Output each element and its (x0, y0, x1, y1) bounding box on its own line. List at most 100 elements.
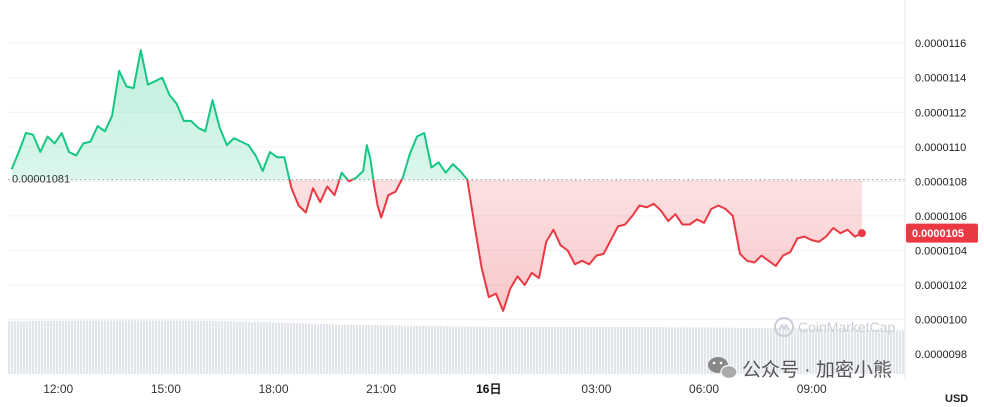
volume-bar (164, 320, 167, 374)
volume-bar (869, 329, 872, 374)
volume-bar (401, 325, 404, 374)
volume-bar (413, 325, 416, 374)
volume-bar (179, 320, 182, 374)
volume-bar (800, 328, 803, 374)
volume-bar (314, 323, 317, 374)
volume-bar (542, 326, 545, 374)
volume-bar (620, 326, 623, 374)
volume-bar (824, 328, 827, 374)
volume-bar (689, 327, 692, 374)
volume-bar (53, 320, 56, 374)
y-tick-label: 0.0000112 (915, 107, 966, 119)
volume-bar (890, 330, 893, 374)
volume-bar (392, 325, 395, 374)
x-tick-label: 06:00 (689, 382, 719, 396)
volume-bar (851, 329, 854, 374)
volume-bar (632, 326, 635, 374)
volume-bar (71, 320, 74, 374)
volume-bar (269, 322, 272, 374)
y-tick-label: 0.0000100 (915, 315, 967, 327)
volume-bar (521, 326, 524, 374)
volume-bar (359, 324, 362, 374)
volume-bar (797, 328, 800, 374)
volume-bar (89, 320, 92, 374)
volume-bar (746, 327, 749, 374)
volume-bar (104, 320, 107, 374)
volume-bar (455, 326, 458, 374)
volume-bar (257, 322, 260, 374)
volume-bar (860, 329, 863, 374)
volume-bar (875, 329, 878, 374)
volume-bar (86, 320, 89, 374)
volume-bar (485, 326, 488, 374)
volume-bar (806, 328, 809, 374)
volume-bar (482, 326, 485, 374)
volume-bar (758, 327, 761, 374)
volume-bar (275, 322, 278, 374)
volume-bar (782, 328, 785, 374)
x-tick-label: 15:00 (151, 382, 181, 396)
y-tick-label: 0.0000116 (915, 38, 966, 50)
volume-bar (41, 320, 44, 374)
volume-bar (449, 326, 452, 374)
volume-bar (233, 321, 236, 374)
volume-bar (98, 320, 101, 374)
volume-bar (344, 324, 347, 374)
volume-bar (473, 326, 476, 374)
volume-bar (254, 322, 257, 374)
volume-bar (236, 321, 239, 374)
volume-bar (848, 329, 851, 374)
volume-bar (425, 325, 428, 374)
volume-bar (125, 320, 128, 374)
volume-bar (566, 326, 569, 374)
volume-bar (602, 326, 605, 374)
volume-bar (500, 326, 503, 374)
volume-bar (218, 321, 221, 374)
volume-bar (56, 320, 59, 374)
volume-bar (47, 320, 50, 374)
volume-bar (509, 326, 512, 374)
volume-bar (266, 322, 269, 374)
volume-bar (347, 324, 350, 374)
x-tick-label: 12:00 (43, 382, 73, 396)
volume-bar (578, 326, 581, 374)
volume-bar (239, 321, 242, 374)
volume-bar (137, 320, 140, 374)
volume-bar (755, 327, 758, 374)
volume-bar (557, 326, 560, 374)
volume-bar (845, 329, 848, 374)
volume-bar (224, 321, 227, 374)
volume-bar (422, 325, 425, 374)
volume-bar (716, 327, 719, 374)
volume-bar (17, 321, 20, 374)
volume-bar (809, 328, 812, 374)
volume-bar (434, 326, 437, 374)
volume-bar (326, 324, 329, 374)
volume-bar (737, 327, 740, 374)
volume-bar (158, 320, 161, 374)
volume-bar (377, 325, 380, 374)
volume-bar (26, 321, 29, 374)
price-line-down (288, 179, 863, 312)
volume-bar (611, 326, 614, 374)
volume-bar (728, 327, 731, 374)
volume-bar (668, 327, 671, 374)
volume-bar (131, 320, 134, 374)
volume-bar (242, 321, 245, 374)
volume-bar (524, 326, 527, 374)
volume-bar (374, 325, 377, 374)
volume-bar (278, 322, 281, 374)
volume-bar (221, 321, 224, 374)
volume-bar (395, 325, 398, 374)
volume-bar (617, 326, 620, 374)
volume-bar (548, 326, 551, 374)
volume-bar (767, 328, 770, 374)
volume-bar (647, 327, 650, 374)
volume-bar (83, 320, 86, 374)
volume-bar (263, 322, 266, 374)
volume-bar (749, 327, 752, 374)
volume-bar (704, 327, 707, 374)
x-tick-label: 03:00 (581, 382, 611, 396)
volume-bar (281, 322, 284, 374)
volume-bar (695, 327, 698, 374)
